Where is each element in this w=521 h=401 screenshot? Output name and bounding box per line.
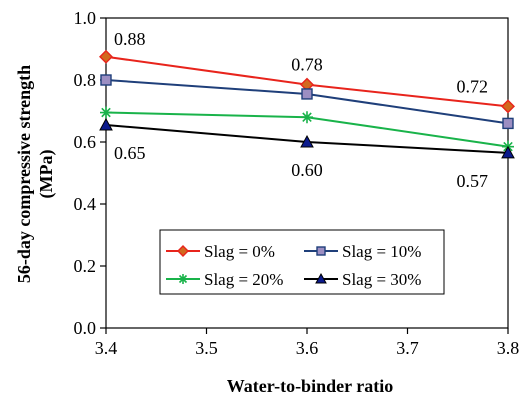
x-tick-label: 3.8 (497, 338, 520, 358)
series-1 (99, 49, 515, 114)
legend-swatch-marker (177, 245, 189, 257)
x-axis-title: Water-to-binder ratio (227, 376, 393, 396)
series-point (501, 99, 515, 114)
x-tick-label: 3.6 (296, 338, 319, 358)
legend-label: Slag = 30% (342, 270, 421, 289)
annotation-layer: 0.88 0.78 0.72 0.65 0.60 0.57 (114, 29, 488, 191)
y-tick-label: 0.2 (74, 256, 97, 276)
series-point (99, 117, 113, 131)
y-tick-label: 0.0 (74, 318, 97, 338)
series-point (502, 117, 514, 130)
data-label: 0.72 (457, 76, 489, 96)
series-point (501, 145, 515, 159)
series-4 (99, 117, 515, 159)
series-point (100, 74, 112, 86)
legend-swatch-marker (315, 272, 327, 284)
legend-swatch-marker (178, 274, 188, 284)
legend-item: Slag = 10% (304, 242, 421, 261)
legend-item: Slag = 20% (166, 270, 283, 289)
data-label: 0.57 (457, 171, 489, 191)
y-tick-label: 0.4 (74, 194, 97, 214)
legend: Slag = 0% Slag = 10% Slag = 20% Slag = 30% (159, 229, 445, 295)
axes: 0.0 0.2 0.4 0.6 0.8 1.0 3.4 3.5 3.6 3.7 3.8 (74, 8, 520, 358)
y-tick-label: 0.6 (74, 132, 97, 152)
data-label: 0.78 (291, 55, 323, 75)
series-point (99, 49, 113, 64)
series-point (301, 88, 313, 100)
legend-label: Slag = 0% (204, 242, 275, 261)
series-point (100, 106, 112, 119)
series-2 (100, 74, 514, 130)
x-tick-label: 3.4 (95, 338, 118, 358)
x-tick-label: 3.7 (396, 338, 419, 358)
y-axis-title-line1: 56-day compressive strength (14, 65, 34, 283)
y-axis-title: 56-day compressive strength (MPa) (14, 65, 57, 283)
data-label: 0.65 (114, 143, 146, 163)
legend-item: Slag = 30% (304, 270, 421, 289)
legend-swatch-marker (316, 246, 326, 256)
legend-label: Slag = 20% (204, 270, 283, 289)
legend-item: Slag = 0% (166, 242, 275, 261)
data-label: 0.88 (114, 29, 146, 49)
series-point (301, 111, 313, 124)
x-tick-label: 3.5 (195, 338, 218, 358)
data-label: 0.60 (291, 160, 323, 180)
legend-box (159, 229, 445, 295)
y-tick-label: 1.0 (74, 8, 97, 28)
series-point (300, 134, 314, 148)
series-layer (99, 49, 515, 159)
legend-label: Slag = 10% (342, 242, 421, 261)
y-tick-label: 0.8 (74, 70, 97, 90)
y-axis-title-line2: (MPa) (36, 150, 57, 199)
